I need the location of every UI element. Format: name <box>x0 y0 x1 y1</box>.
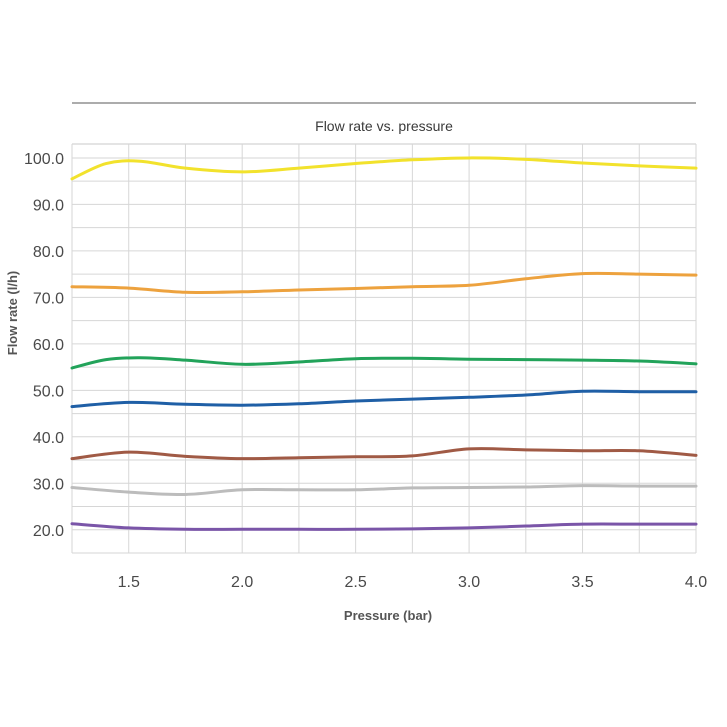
x-tick-label: 4.0 <box>685 574 707 591</box>
y-tick-label: 20.0 <box>33 523 64 540</box>
y-tick-label: 50.0 <box>33 383 64 400</box>
x-axis-title: Pressure (bar) <box>344 608 432 623</box>
series-line-4 <box>70 389 698 409</box>
x-tick-label: 2.0 <box>231 574 253 591</box>
y-tick-label: 90.0 <box>33 197 64 214</box>
series-line-5 <box>70 447 698 461</box>
series-line-3 <box>70 356 698 370</box>
y-tick-label: 70.0 <box>33 290 64 307</box>
y-tick-label: 100.0 <box>24 151 64 168</box>
grid <box>71 144 697 554</box>
y-tick-label: 80.0 <box>33 244 64 261</box>
x-tick-label: 3.0 <box>458 574 480 591</box>
chart-title: Flow rate vs. pressure <box>315 118 453 134</box>
y-tick-label: 30.0 <box>33 476 64 493</box>
y-axis-title: Flow rate (l/h) <box>5 271 20 356</box>
y-tick-label: 40.0 <box>33 430 64 447</box>
series-line-1 <box>70 156 698 181</box>
x-tick-label: 1.5 <box>118 574 140 591</box>
series-line-2 <box>70 271 698 295</box>
x-tick-label: 2.5 <box>345 574 367 591</box>
y-tick-label: 60.0 <box>33 337 64 354</box>
series-layer <box>70 156 698 531</box>
x-tick-label: 3.5 <box>571 574 593 591</box>
series-line-6 <box>70 484 698 496</box>
series-line-7 <box>70 522 698 531</box>
tick-labels: 20.0 30.0 40.0 50.0 60.0 70.0 80.0 90.0 100.0 1.5… <box>24 151 707 591</box>
